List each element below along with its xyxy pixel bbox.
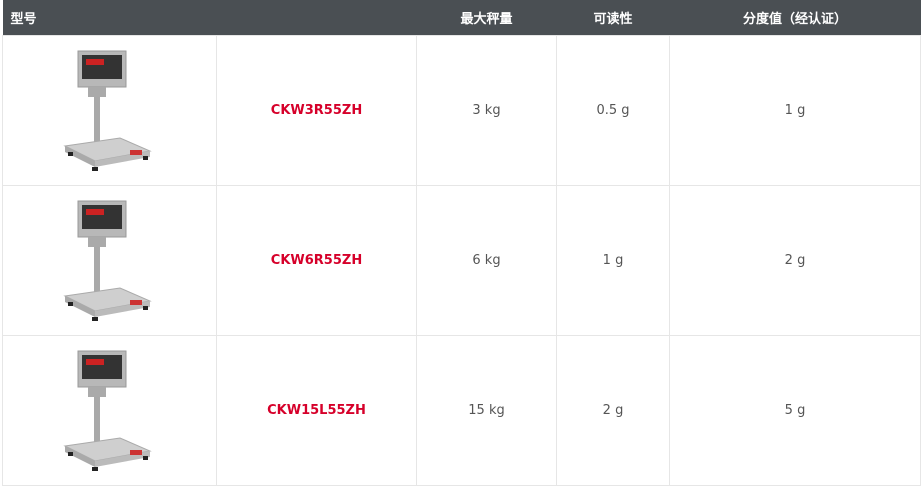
model-number[interactable]: CKW3R55ZH: [216, 35, 417, 186]
table-row: CKW3R55ZH 3 kg 0.5 g 1 g: [2, 35, 921, 186]
header-division: 分度值（经认证）: [669, 0, 921, 36]
model-number[interactable]: CKW15L55ZH: [216, 335, 417, 486]
readability: 2 g: [556, 335, 670, 486]
verified-division: 5 g: [669, 335, 921, 486]
product-image-cell: [2, 335, 217, 486]
scale-image[interactable]: [60, 196, 160, 326]
model-number[interactable]: CKW6R55ZH: [216, 185, 417, 336]
product-image-cell: [2, 185, 217, 336]
scale-image[interactable]: [60, 46, 160, 176]
table-row: CKW15L55ZH 15 kg 2 g 5 g: [2, 335, 921, 486]
max-capacity: 15 kg: [416, 335, 557, 486]
scale-image[interactable]: [60, 346, 160, 476]
readability: 1 g: [556, 185, 670, 336]
header-capacity: 最大秤量: [416, 0, 557, 36]
max-capacity: 6 kg: [416, 185, 557, 336]
max-capacity: 3 kg: [416, 35, 557, 186]
header-model: 型号: [2, 0, 217, 36]
table-row: CKW6R55ZH 6 kg 1 g 2 g: [2, 185, 921, 336]
verified-division: 2 g: [669, 185, 921, 336]
readability: 0.5 g: [556, 35, 670, 186]
header-blank: [216, 0, 417, 36]
product-image-cell: [2, 35, 217, 186]
table-header: 型号 最大秤量 可读性 分度值（经认证）: [2, 0, 921, 36]
verified-division: 1 g: [669, 35, 921, 186]
header-readability: 可读性: [556, 0, 670, 36]
